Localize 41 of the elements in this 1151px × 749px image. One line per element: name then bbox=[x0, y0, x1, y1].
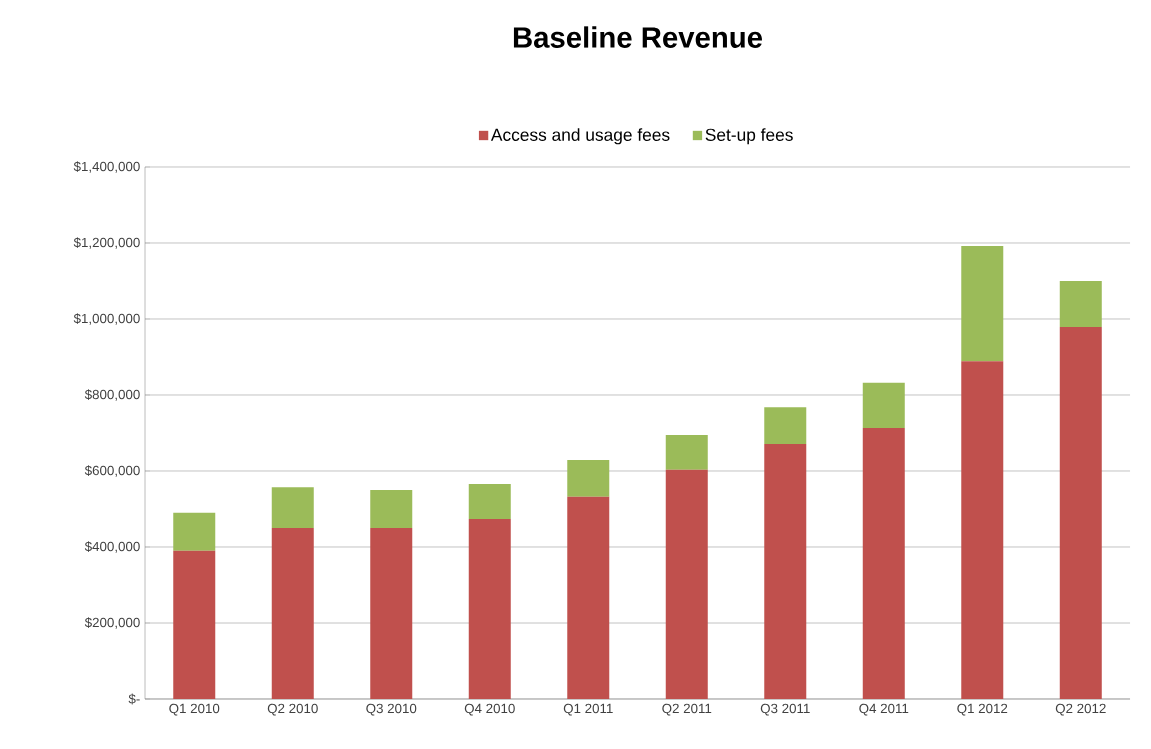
bar bbox=[862, 382, 905, 429]
x-tick-label: Q2 2010 bbox=[267, 703, 318, 716]
bar bbox=[961, 246, 1004, 362]
bar bbox=[567, 496, 610, 699]
y-tick-label: $400,000 bbox=[84, 541, 140, 553]
bar bbox=[271, 487, 314, 528]
bar bbox=[173, 550, 216, 699]
chart-title: Baseline Revenue bbox=[513, 26, 762, 48]
bar bbox=[1059, 280, 1102, 327]
bar bbox=[665, 434, 708, 470]
x-tick-label: Q1 2011 bbox=[563, 703, 613, 716]
bar bbox=[370, 490, 413, 528]
x-tick-label: Q4 2011 bbox=[859, 703, 909, 716]
x-tick-label: Q3 2010 bbox=[366, 703, 417, 716]
bar bbox=[271, 528, 314, 699]
bar bbox=[1059, 326, 1102, 699]
bar bbox=[567, 459, 610, 497]
y-tick-label: $- bbox=[128, 693, 140, 705]
bar bbox=[961, 361, 1004, 699]
x-tick-label: Q2 2011 bbox=[662, 703, 712, 716]
y-tick-label: $200,000 bbox=[84, 617, 140, 629]
bar bbox=[173, 512, 216, 551]
x-tick-label: Q2 2012 bbox=[1055, 703, 1106, 716]
x-tick-label: Q1 2010 bbox=[169, 703, 220, 716]
bar bbox=[862, 428, 905, 699]
bar bbox=[764, 444, 807, 699]
bar bbox=[665, 469, 708, 699]
bar bbox=[764, 407, 807, 445]
y-tick-label: $600,000 bbox=[84, 465, 140, 477]
y-tick-label: $1,400,000 bbox=[73, 161, 140, 173]
bar bbox=[468, 483, 511, 519]
bar bbox=[468, 518, 511, 699]
x-tick-label: Q4 2010 bbox=[464, 703, 515, 716]
legend-label: Access and usage fees bbox=[490, 128, 670, 145]
y-tick-label: $1,200,000 bbox=[73, 237, 140, 249]
x-tick-label: Q3 2011 bbox=[760, 703, 810, 716]
y-tick-label: $800,000 bbox=[84, 389, 140, 401]
legend-label: Set-up fees bbox=[705, 128, 793, 145]
y-tick-label: $1,000,000 bbox=[73, 313, 140, 325]
x-tick-label: Q1 2012 bbox=[957, 703, 1008, 716]
bar bbox=[370, 528, 413, 699]
